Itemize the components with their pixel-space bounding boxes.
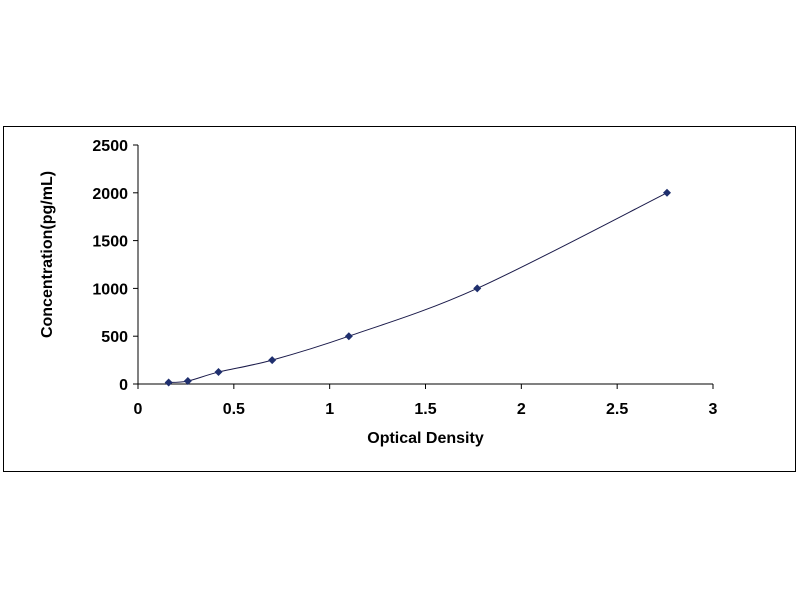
data-point bbox=[214, 368, 223, 377]
y-tick-label: 500 bbox=[101, 329, 128, 346]
x-tick-label: 2 bbox=[517, 401, 526, 418]
x-tick-label: 1 bbox=[325, 401, 334, 418]
x-tick-label: 0.5 bbox=[223, 401, 245, 418]
data-point bbox=[663, 188, 671, 197]
y-ticks: 0 500 1000 1500 2000 2500 bbox=[92, 138, 138, 394]
data-point bbox=[344, 332, 353, 341]
axes bbox=[137, 145, 713, 385]
x-tick-label: 0 bbox=[134, 401, 143, 418]
y-tick-label: 2000 bbox=[92, 186, 128, 203]
y-axis-title: Concentration(pg/mL) bbox=[39, 171, 56, 338]
y-tick-label: 2500 bbox=[92, 138, 128, 155]
data-point bbox=[473, 284, 482, 293]
x-axis-title: Optical Density bbox=[367, 430, 484, 447]
x-tick-label: 3 bbox=[709, 401, 718, 418]
data-point bbox=[183, 377, 192, 386]
x-ticks: 0 0.5 1 1.5 2 2.5 3 bbox=[134, 384, 718, 418]
data-point bbox=[164, 378, 173, 387]
data-point bbox=[268, 356, 277, 365]
data-points bbox=[164, 188, 671, 387]
fit-curve bbox=[168, 192, 668, 384]
y-tick-label: 1000 bbox=[92, 281, 128, 298]
y-tick-label: 1500 bbox=[92, 234, 128, 251]
chart-frame bbox=[3, 126, 796, 472]
y-tick-label: 0 bbox=[119, 377, 128, 394]
x-tick-label: 2.5 bbox=[606, 401, 628, 418]
x-tick-label: 1.5 bbox=[414, 401, 436, 418]
